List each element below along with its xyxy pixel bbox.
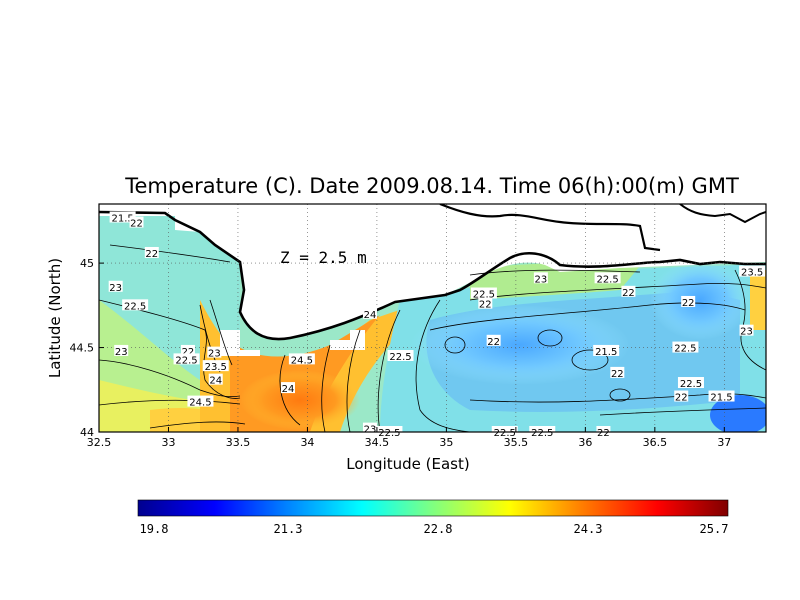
contour-label: 23 [108,280,123,294]
svg-text:23: 23 [740,327,753,338]
svg-text:23: 23 [109,283,122,294]
contour-label: 22 [180,344,195,358]
depth-annotation: Z = 2.5 m [280,248,367,267]
colorbar-tick-label: 24.3 [574,522,603,536]
contour-label: 22 [144,246,159,260]
svg-text:22.5: 22.5 [389,352,411,363]
x-tick-label: 36.5 [643,436,668,449]
svg-text:22: 22 [611,369,624,380]
colorbar-ticks: 19.8 21.3 22.8 24.3 25.7 [140,522,729,536]
contour-label: 23.5 [202,360,229,373]
svg-text:22.5: 22.5 [124,301,146,312]
svg-text:22.5: 22.5 [674,344,696,355]
svg-text:22.5: 22.5 [175,355,197,366]
x-tick-label: 34 [300,436,314,449]
svg-text:24: 24 [209,376,222,387]
plot-frame [98,203,767,433]
y-tick-label: 44.5 [70,342,95,355]
contour-label: 22 [478,297,493,311]
contour-label: 23 [207,346,222,360]
chart-title: Temperature (C). Date 2009.08.14. Time 0… [124,174,739,198]
contour-label: 23.5 [739,265,766,279]
contour-label: 22 [621,285,636,299]
colorbar [137,499,729,517]
x-axis-label: Longitude (East) [346,455,469,473]
svg-text:22: 22 [675,393,688,404]
x-tick-label: 35 [439,436,453,449]
svg-text:23: 23 [535,274,548,285]
temperature-field [99,204,766,432]
contour-label: 22.5 [594,272,621,285]
colorbar-tick-label: 22.8 [424,522,453,536]
x-axis: 32.5 33 33.5 34 34.5 35 35.5 36 36.5 37 [87,427,731,449]
svg-text:24: 24 [364,310,377,321]
colorbar-tick-label: 25.7 [700,522,729,536]
contour-label: 23 [114,344,129,358]
contour-label: 23 [739,324,754,338]
svg-text:24.5: 24.5 [189,398,211,409]
contour-label: 21.5 [109,211,136,225]
svg-text:24: 24 [282,384,295,395]
svg-text:21.5: 21.5 [111,214,133,225]
svg-text:22: 22 [487,337,500,348]
svg-text:23.5: 23.5 [741,268,763,279]
contour-label: 22.5 [173,353,200,366]
colorbar-tick-label: 21.3 [274,522,303,536]
contour-label: 24 [208,373,223,387]
contour-label: 24 [362,307,377,321]
contour-label: 24 [280,382,295,395]
y-tick-label: 44 [80,426,94,439]
contour-label: 22 [681,295,696,309]
svg-text:22: 22 [130,219,143,230]
contour-label: 22 [486,334,501,348]
y-axis: 44 44.5 45 [70,257,104,439]
svg-text:22: 22 [682,298,695,309]
svg-text:23: 23 [115,347,128,358]
svg-text:21.5: 21.5 [710,393,732,404]
svg-text:21.5: 21.5 [595,347,617,358]
svg-text:23: 23 [364,425,377,436]
y-axis-label: Latitude (North) [46,258,64,378]
contour-label: 22.5 [677,377,704,390]
x-tick-label: 33 [161,436,175,449]
contour-label: 22.5 [672,341,699,355]
contour-label: 24.5 [187,395,214,409]
contour-label: 22 [674,390,689,404]
x-tick-label: 37 [717,436,731,449]
svg-text:22: 22 [622,288,635,299]
contour-label: 24.5 [288,353,315,366]
svg-text:22: 22 [182,347,195,358]
contour-label: 22 [129,216,144,230]
svg-text:22.5: 22.5 [473,290,495,301]
contour-label: 22.5 [387,350,414,363]
y-tick-label: 45 [80,257,94,270]
svg-text:22.5: 22.5 [494,428,516,439]
svg-text:22: 22 [479,300,492,311]
svg-text:23.5: 23.5 [205,362,227,373]
contour-label: 22 [610,366,625,380]
svg-text:22.5: 22.5 [596,274,618,285]
svg-text:22.5: 22.5 [680,379,702,390]
contour-label: 21.5 [593,344,620,358]
svg-text:22: 22 [597,428,610,439]
colorbar-tick-label: 19.8 [140,522,169,536]
x-tick-label: 36 [578,436,592,449]
contour-label: 23 [362,422,377,436]
svg-text:22.5: 22.5 [378,428,400,439]
svg-text:23: 23 [208,349,221,360]
x-tick-label: 35.5 [504,436,529,449]
svg-text:22.5: 22.5 [531,428,553,439]
contour-label: 21.5 [708,390,735,404]
contour-label: 22.5 [470,287,497,301]
svg-text:22: 22 [145,249,158,260]
x-tick-label: 33.5 [226,436,251,449]
x-tick-label: 34.5 [365,436,390,449]
x-tick-label: 32.5 [87,436,112,449]
contour-label: 22.5 [122,299,149,312]
contour-label: 23 [533,272,548,285]
svg-text:24.5: 24.5 [291,355,313,366]
